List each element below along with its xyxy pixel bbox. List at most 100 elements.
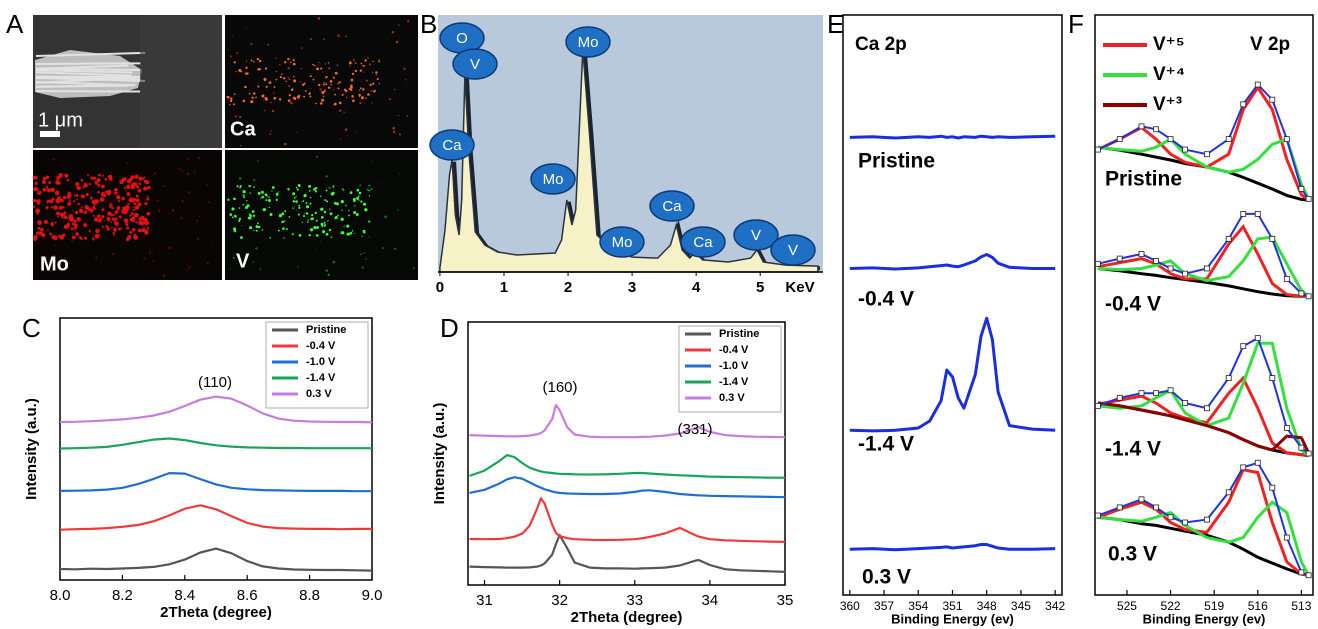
map-dot xyxy=(101,208,105,212)
series-label: -1.4 V xyxy=(858,433,914,456)
x-axis-label: 2Theta (degree) xyxy=(571,609,683,626)
peak-label: V xyxy=(788,242,798,259)
map-dot xyxy=(52,254,56,257)
map-dot xyxy=(111,226,113,229)
map-dot xyxy=(34,210,37,213)
map-dot xyxy=(294,97,297,101)
map-dot xyxy=(82,186,85,189)
map-dot xyxy=(329,212,333,216)
map-dot xyxy=(334,93,336,96)
map-dot xyxy=(105,224,109,228)
data-point xyxy=(1305,195,1312,202)
peak-badge xyxy=(565,26,611,58)
map-dot xyxy=(259,268,262,271)
line-series xyxy=(59,504,372,531)
map-dot xyxy=(132,209,134,211)
map-dot xyxy=(80,194,85,199)
map-label: V xyxy=(236,250,250,272)
map-dot xyxy=(121,196,125,201)
map-dot xyxy=(363,71,365,73)
map-dot xyxy=(257,191,261,195)
map-dot xyxy=(325,189,328,192)
map-dot xyxy=(129,217,134,222)
map-dot xyxy=(323,81,326,84)
map-dot xyxy=(73,194,76,197)
map-dot xyxy=(281,212,285,216)
map-dot xyxy=(54,221,57,224)
map-dot xyxy=(365,208,368,211)
scale-bar xyxy=(40,131,60,137)
map-dot xyxy=(332,89,334,91)
map-dot xyxy=(361,235,363,237)
map-dot xyxy=(325,269,329,272)
component-curve xyxy=(1097,401,1310,454)
map-dot xyxy=(133,235,139,240)
map-dot xyxy=(233,61,236,64)
panel-letter: B xyxy=(420,9,437,39)
map-dot xyxy=(321,225,324,228)
legend-label: V⁺⁵ xyxy=(1153,34,1185,55)
map-dot xyxy=(302,200,305,202)
map-dot xyxy=(343,111,345,113)
map-dot xyxy=(70,227,74,231)
map-dot xyxy=(251,96,254,99)
data-point xyxy=(1254,211,1261,217)
map-dot xyxy=(320,207,324,211)
x-tick-label: 0 xyxy=(436,279,444,296)
data-point xyxy=(1298,444,1305,451)
map-dot xyxy=(407,20,410,23)
map-dot xyxy=(133,202,137,206)
map-dot xyxy=(287,66,290,70)
map-dot xyxy=(340,199,344,204)
map-dot xyxy=(364,59,367,62)
background-curve xyxy=(1097,267,1309,298)
peak-label: Ca xyxy=(693,234,713,251)
map-dot xyxy=(338,101,342,105)
map-dot xyxy=(50,269,53,272)
map-dot xyxy=(145,245,147,247)
map-dot xyxy=(181,170,184,173)
map-dot xyxy=(304,90,307,92)
line-series xyxy=(469,476,786,499)
map-dot xyxy=(315,219,318,222)
map-dot xyxy=(405,79,407,81)
map-dot xyxy=(287,57,290,61)
map-dot xyxy=(56,177,60,181)
map-dot xyxy=(122,209,128,215)
map-dot xyxy=(113,234,116,236)
map-dot xyxy=(118,215,122,219)
map-dot xyxy=(327,62,330,64)
map-dot xyxy=(151,249,154,251)
map-dot xyxy=(259,197,262,200)
map-dot xyxy=(327,273,330,277)
map-dot xyxy=(129,214,132,217)
map-dot xyxy=(293,75,295,78)
map-dot xyxy=(163,185,165,188)
map-dot xyxy=(356,131,358,133)
map-dot xyxy=(371,102,373,104)
map-dot xyxy=(97,173,101,177)
map-dot xyxy=(83,223,86,226)
map-dot xyxy=(392,130,396,134)
map-dot xyxy=(72,200,76,203)
map-dot xyxy=(303,95,306,98)
x-tick-label: 8.2 xyxy=(112,587,133,604)
map-dot xyxy=(300,68,302,70)
panel-letter: D xyxy=(440,313,459,343)
map-dot xyxy=(291,233,294,236)
map-dot xyxy=(282,236,285,240)
map-dot xyxy=(239,115,242,119)
map-dot xyxy=(339,234,341,236)
map-dot xyxy=(54,243,57,246)
map-dot xyxy=(133,212,139,218)
map-dot xyxy=(107,211,112,216)
map-dot xyxy=(133,208,136,211)
map-dot xyxy=(324,199,327,201)
map-dot xyxy=(109,177,113,181)
map-dot xyxy=(311,214,314,217)
line-series xyxy=(849,134,1056,140)
map-dot xyxy=(360,253,362,256)
map-dot xyxy=(249,226,253,230)
map-dot xyxy=(61,233,66,238)
map-dot xyxy=(351,94,354,98)
